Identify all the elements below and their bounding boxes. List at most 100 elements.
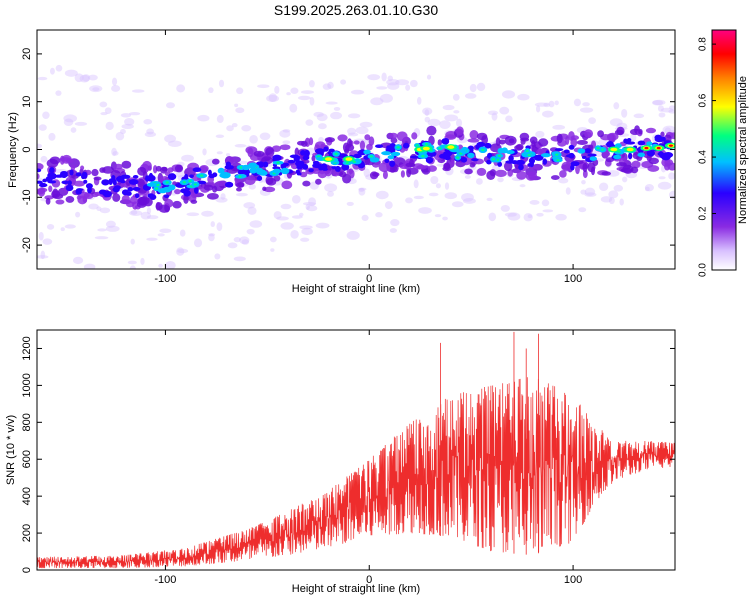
spectrogram-cell <box>315 222 330 229</box>
spectrogram-cell <box>444 192 457 200</box>
spectrogram-cell <box>152 165 158 174</box>
spectrogram-cell <box>69 169 74 176</box>
spectrogram-cell <box>124 118 135 126</box>
spectrogram-cell <box>647 165 660 172</box>
spectrogram-cell <box>216 180 226 187</box>
spectrogram-cell <box>498 139 506 145</box>
spectrogram-cell <box>269 236 277 243</box>
spectrogram-cell <box>112 151 119 156</box>
spectrogram-cell <box>75 211 81 218</box>
spectrogram-cell <box>578 207 587 213</box>
spectrogram-cell <box>402 142 410 149</box>
spectrogram-cell <box>358 187 366 196</box>
spectrogram-cell <box>644 186 650 192</box>
spectrogram-cell <box>71 283 77 290</box>
spectrogram-cell <box>616 162 627 167</box>
spectrogram-cell <box>286 92 291 96</box>
spectrogram-cell <box>488 212 497 222</box>
spectrogram-cell <box>363 149 371 155</box>
spectrogram-cell <box>112 186 120 193</box>
spectrogram-cell <box>602 151 611 158</box>
spectrogram-cell <box>146 128 155 135</box>
spectrogram-cell <box>287 159 296 164</box>
spectrogram-cell <box>378 162 391 173</box>
spectrogram-cell <box>489 169 497 177</box>
spectrogram-cell <box>514 144 523 151</box>
spectrogram-cell <box>333 171 339 177</box>
spectrogram-cell <box>127 260 137 265</box>
spectrogram-cell <box>75 172 82 177</box>
spectrogram-cell <box>289 154 300 159</box>
spectrogram-cell <box>438 147 442 150</box>
spectrogram-cell <box>116 286 121 294</box>
spectrogram-cell <box>605 142 611 146</box>
spectrogram-cell <box>64 224 76 229</box>
spectrogram-cell <box>225 153 231 157</box>
snr-x-label: Height of straight line (km) <box>292 583 420 595</box>
spectrogram-cell <box>215 134 225 138</box>
spectrogram-cell <box>299 212 304 217</box>
spectrogram-cell <box>131 89 145 93</box>
spectrogram-cell <box>347 113 361 119</box>
spectrogram-cell <box>599 182 609 192</box>
spectrogram-cell <box>300 237 310 242</box>
spectrogram-cell <box>89 85 103 93</box>
spectrogram-cell <box>623 138 628 144</box>
spectrogram-cell <box>347 127 357 135</box>
spectrogram-cell <box>155 165 162 172</box>
spectrogram-cell <box>316 113 328 122</box>
spectrogram-cell <box>464 175 471 179</box>
spectrogram-cell <box>46 224 55 230</box>
spectrogram-cell <box>353 140 360 145</box>
spectrogram-cell <box>276 161 280 164</box>
spectrogram-cell <box>80 165 85 171</box>
spectrogram-cell <box>652 99 666 106</box>
spectrogram-cell <box>514 163 519 170</box>
spectrogram-cell <box>668 190 675 200</box>
spectrogram-cell <box>631 160 641 169</box>
spectrogram-cell <box>65 184 74 192</box>
spectrogram-cell <box>389 142 396 150</box>
spectrogram-cell <box>341 163 350 171</box>
spectrogram-cell <box>613 102 620 110</box>
spectrogram-cell <box>186 212 200 217</box>
spectrogram-cell <box>469 83 477 93</box>
spectrogram-cell <box>606 170 620 177</box>
spectrogram-cell <box>63 118 74 126</box>
spectrogram-cell <box>428 192 439 197</box>
spectrogram-cell <box>505 115 513 123</box>
spectrogram-cell <box>320 163 328 170</box>
spectrogram-cell <box>215 197 228 203</box>
spectrogram-cell <box>130 210 138 215</box>
spectrogram-cell <box>364 134 371 141</box>
spectrogram-cell <box>216 114 224 124</box>
spectrogram-cell <box>621 108 628 118</box>
spectrogram-cell <box>426 125 437 136</box>
spectrogram-x-tick-label: -100 <box>154 273 176 285</box>
spectrogram-cell <box>554 148 564 152</box>
spectrogram-cell <box>484 142 492 149</box>
spectrogram-cell <box>628 152 633 160</box>
spectrogram-cell <box>389 161 396 166</box>
spectrogram-cell <box>55 64 63 72</box>
spectrogram-cell <box>318 136 324 143</box>
spectrogram-cell <box>535 105 541 113</box>
spectrogram-cell <box>439 120 451 129</box>
spectrogram-cell <box>587 162 596 173</box>
spectrogram-cell <box>348 168 354 174</box>
spectrogram-cell <box>104 107 112 114</box>
spectrogram-cell <box>461 193 474 202</box>
spectrogram-cell <box>525 171 536 181</box>
spectrogram-cell <box>96 206 102 212</box>
spectrogram-cell <box>130 238 135 245</box>
spectrogram-cell <box>235 192 248 197</box>
spectrogram-cell <box>475 178 483 185</box>
snr-x-tick-label: 100 <box>564 574 582 586</box>
spectrogram-cell <box>234 103 239 108</box>
spectrogram-cell <box>534 102 549 107</box>
spectrogram-cell <box>543 102 551 108</box>
spectrogram-cell <box>411 132 418 140</box>
spectrogram-cell <box>234 143 247 148</box>
spectrogram-cell <box>406 167 412 178</box>
